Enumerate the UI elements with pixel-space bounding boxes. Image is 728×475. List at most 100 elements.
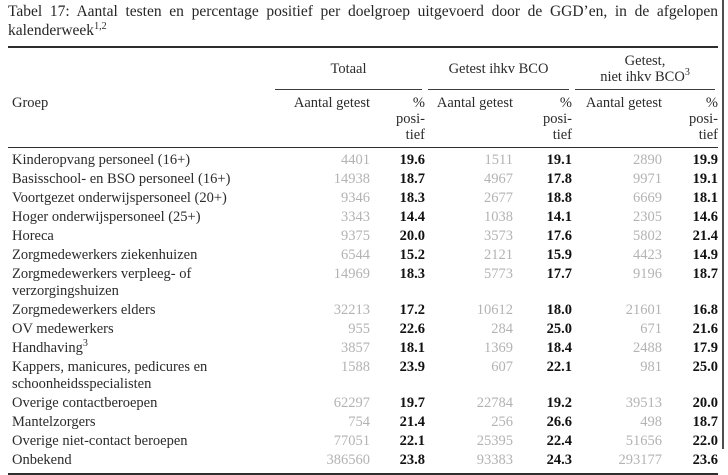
pct-positief-cell: 14.1 (546, 209, 573, 225)
aantal-getest-cell: 9375 (341, 228, 370, 244)
pct-positief-cell: 17.9 (692, 340, 719, 356)
column-group-header-row: Totaal Getest ihkv BCO Getest, niet ihkv… (8, 46, 719, 90)
pct-positief-cell: 17.6 (546, 228, 573, 244)
aantal-getest-cell: 32213 (333, 302, 370, 318)
pct-positief-cell: 17.8 (546, 171, 573, 187)
row-label: Basisschool- en BSO personeel (16+) (12, 171, 231, 187)
table-row: Mantelzorgers 754 21.4 256 26.6 498 18.7 (8, 413, 718, 432)
pct-positief-cell: 19.7 (399, 395, 425, 411)
table-row: OV medewerkers 955 22.6 284 25.0 671 21.6 (8, 320, 718, 339)
row-label: Hoger onderwijspersoneel (25+) (12, 209, 201, 225)
pct-positief-cell: 19.2 (546, 395, 573, 411)
pct-positief-cell: 18.7 (692, 414, 719, 430)
pct-positief-cell: 22.0 (692, 433, 719, 449)
aantal-getest-cell: 39513 (625, 395, 663, 411)
pct-positief-cell: 25.0 (546, 321, 573, 337)
pct-positief-cell: 22.1 (546, 359, 573, 375)
pct-positief-cell: 18.1 (692, 190, 719, 206)
aantal-getest-cell: 981 (640, 359, 663, 375)
aantal-getest-cell: 2488 (633, 340, 663, 356)
row-label: OV medewerkers (12, 321, 114, 337)
table-row: Kinderopvang personeel (16+) 4401 19.6 1511… (8, 148, 718, 171)
row-label: Zorgmedewerkers elders (12, 302, 156, 318)
group-header-getest-ihkv-bco: Getest ihkv BCO (425, 46, 573, 90)
row-label: Zorgmedewerkers ziekenhuizen (12, 247, 198, 263)
aantal-getest-cell: 6669 (633, 190, 663, 206)
aantal-getest-cell: 10612 (476, 302, 513, 318)
aantal-getest-cell: 284 (491, 321, 513, 337)
pct-positief-cell: 15.2 (399, 247, 425, 263)
pct-positief-cell: 14.9 (692, 247, 719, 263)
aantal-getest-cell: 3573 (484, 228, 513, 244)
row-label: Kappers, manicures, pedicures en schoonh… (12, 359, 208, 392)
table-row: Zorgmedewerkers elders 32213 17.2 10612 18.0… (8, 301, 718, 320)
pct-positief-cell: 19.6 (399, 152, 425, 168)
row-label: Overige contactberoepen (12, 395, 158, 411)
pct-positief-cell: 25.0 (692, 359, 719, 375)
row-label: Overige niet-contact beroepen (12, 433, 188, 449)
pct-positief-cell: 20.0 (692, 395, 719, 411)
row-label: Horeca (12, 228, 54, 244)
data-table-wrapper: Totaal Getest ihkv BCO Getest, niet ihkv… (8, 46, 719, 475)
aantal-getest-cell: 93383 (425, 451, 513, 475)
pct-positief-cell: 18.1 (399, 340, 425, 356)
aantal-getest-cell: 2121 (484, 247, 513, 263)
aantal-getest-cell: 2305 (633, 209, 663, 225)
aantal-getest-cell: 9346 (341, 190, 370, 206)
pct-positief-cell: 20.0 (399, 228, 425, 244)
table-row: Overige niet-contact beroepen 77051 22.1 25… (8, 432, 718, 451)
aantal-getest-cell: 77051 (333, 433, 370, 449)
aantal-getest-cell: 671 (640, 321, 663, 337)
group-header-totaal: Totaal (272, 46, 425, 90)
row-label: Mantelzorgers (12, 414, 96, 430)
table-row: Handhaving3 3857 18.1 1369 18.4 2488 17.9 (8, 339, 718, 358)
pct-positief-cell: 18.3 (399, 266, 425, 282)
data-table: Totaal Getest ihkv BCO Getest, niet ihkv… (8, 46, 719, 475)
table-row: Kappers, manicures, pedicures en schoonh… (8, 358, 718, 394)
row-label: Onbekend (8, 451, 272, 475)
pct-positief-cell: 19.1 (546, 152, 573, 168)
pct-positief-cell: 14.6 (692, 209, 719, 225)
aantal-getest-cell: 14938 (333, 171, 370, 187)
table-row: Zorgmedewerkers verpleeg- of verzorgings… (8, 265, 718, 301)
aantal-getest-cell: 754 (348, 414, 370, 430)
pct-positief-cell: 21.6 (692, 321, 719, 337)
aantal-getest-cell: 3857 (341, 340, 370, 356)
pct-positief-cell: 19.1 (692, 171, 719, 187)
aantal-getest-cell: 955 (348, 321, 370, 337)
page-right-border (722, 0, 724, 449)
table-body: Kinderopvang personeel (16+) 4401 19.6 1511… (8, 148, 719, 475)
pct-positief-cell: 18.3 (399, 190, 425, 206)
table-caption-line2: kalenderweek1,2 (8, 20, 107, 39)
pct-positief-header-bco: % posi-tief (513, 90, 573, 148)
aantal-getest-cell: 9196 (633, 266, 663, 282)
table-caption: Tabel 17: Aantal testen en percentage po… (0, 0, 728, 40)
aantal-getest-header-bco: Aantal getest (425, 90, 513, 148)
pct-positief-cell: 23.6 (662, 451, 719, 475)
table-row: Overige contactberoepen 62297 19.7 22784 19.… (8, 394, 718, 413)
group-header-getest-niet-ihkv-bco: Getest, niet ihkv BCO3 (572, 46, 719, 90)
aantal-getest-cell: 4967 (484, 171, 513, 187)
aantal-getest-cell: 62297 (333, 395, 370, 411)
pct-positief-cell: 15.9 (546, 247, 573, 263)
pct-positief-cell: 23.8 (370, 451, 425, 475)
aantal-getest-header-niet-bco: Aantal getest (572, 90, 663, 148)
pct-positief-cell: 18.7 (399, 171, 425, 187)
aantal-getest-cell: 14969 (333, 266, 370, 282)
table-row: Onbekend 386560 23.8 93383 24.3 293177 23.6 (8, 451, 719, 475)
pct-positief-cell: 18.7 (692, 266, 719, 282)
pct-positief-cell: 17.7 (546, 266, 573, 282)
aantal-getest-cell: 4401 (341, 152, 370, 168)
pct-positief-cell: 26.6 (546, 414, 573, 430)
table-caption-line1: Tabel 17: Aantal testen en percentage po… (8, 3, 718, 20)
aantal-getest-cell: 2677 (484, 190, 513, 206)
table-row: Zorgmedewerkers ziekenhuizen 6544 15.2 2121… (8, 246, 718, 265)
table-row: Horeca 9375 20.0 3573 17.6 5802 21.4 (8, 227, 718, 246)
aantal-getest-cell: 2890 (633, 152, 663, 168)
aantal-getest-cell: 293177 (572, 451, 663, 475)
row-label: Zorgmedewerkers verpleeg- of verzorgings… (12, 266, 192, 299)
aantal-getest-cell: 9971 (633, 171, 663, 187)
pct-positief-header-totaal: % posi-tief (370, 90, 425, 148)
pct-positief-cell: 22.6 (399, 321, 425, 337)
pct-positief-cell: 21.4 (692, 228, 719, 244)
